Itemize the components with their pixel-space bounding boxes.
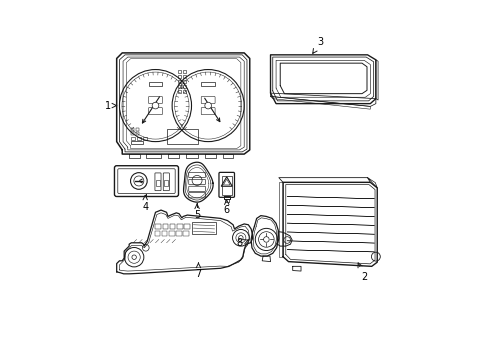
FancyBboxPatch shape: [118, 169, 175, 193]
FancyBboxPatch shape: [219, 172, 235, 197]
FancyBboxPatch shape: [130, 141, 143, 144]
FancyBboxPatch shape: [176, 231, 182, 236]
FancyBboxPatch shape: [130, 137, 135, 140]
FancyBboxPatch shape: [156, 180, 160, 186]
FancyBboxPatch shape: [148, 96, 162, 104]
FancyBboxPatch shape: [183, 90, 186, 93]
FancyBboxPatch shape: [178, 90, 181, 93]
FancyBboxPatch shape: [169, 231, 174, 236]
FancyBboxPatch shape: [183, 70, 186, 73]
FancyBboxPatch shape: [189, 193, 205, 198]
FancyBboxPatch shape: [130, 132, 134, 135]
FancyBboxPatch shape: [178, 70, 181, 73]
Text: 2: 2: [358, 263, 368, 282]
FancyBboxPatch shape: [201, 82, 215, 86]
FancyBboxPatch shape: [148, 108, 162, 115]
Text: 7: 7: [196, 263, 201, 279]
FancyBboxPatch shape: [177, 225, 183, 229]
Text: 4: 4: [142, 195, 148, 212]
FancyBboxPatch shape: [189, 179, 205, 185]
FancyBboxPatch shape: [170, 225, 175, 229]
Circle shape: [205, 102, 212, 109]
Text: 3: 3: [313, 37, 323, 53]
Text: 8: 8: [237, 238, 248, 248]
FancyBboxPatch shape: [167, 129, 197, 144]
FancyBboxPatch shape: [201, 96, 215, 104]
FancyBboxPatch shape: [189, 172, 205, 177]
Text: 1: 1: [105, 100, 117, 111]
FancyBboxPatch shape: [184, 225, 190, 229]
FancyBboxPatch shape: [178, 80, 181, 83]
FancyBboxPatch shape: [163, 225, 168, 229]
FancyBboxPatch shape: [130, 128, 134, 131]
FancyBboxPatch shape: [183, 85, 186, 88]
FancyBboxPatch shape: [201, 108, 215, 115]
Text: 6: 6: [223, 200, 230, 215]
FancyBboxPatch shape: [163, 173, 170, 191]
FancyBboxPatch shape: [178, 75, 181, 78]
FancyBboxPatch shape: [148, 82, 162, 86]
FancyBboxPatch shape: [155, 231, 160, 236]
FancyBboxPatch shape: [137, 137, 141, 140]
FancyBboxPatch shape: [155, 225, 161, 229]
FancyBboxPatch shape: [136, 132, 139, 135]
FancyBboxPatch shape: [183, 75, 186, 78]
FancyBboxPatch shape: [115, 166, 178, 197]
FancyBboxPatch shape: [189, 186, 205, 192]
Circle shape: [152, 102, 159, 109]
FancyBboxPatch shape: [222, 176, 232, 194]
FancyBboxPatch shape: [178, 85, 181, 88]
FancyBboxPatch shape: [155, 173, 161, 191]
FancyBboxPatch shape: [192, 222, 217, 234]
FancyBboxPatch shape: [183, 80, 186, 83]
FancyBboxPatch shape: [143, 137, 147, 140]
FancyBboxPatch shape: [164, 180, 168, 186]
Text: 5: 5: [194, 204, 200, 220]
FancyBboxPatch shape: [162, 231, 168, 236]
FancyBboxPatch shape: [183, 231, 189, 236]
FancyBboxPatch shape: [136, 128, 139, 131]
